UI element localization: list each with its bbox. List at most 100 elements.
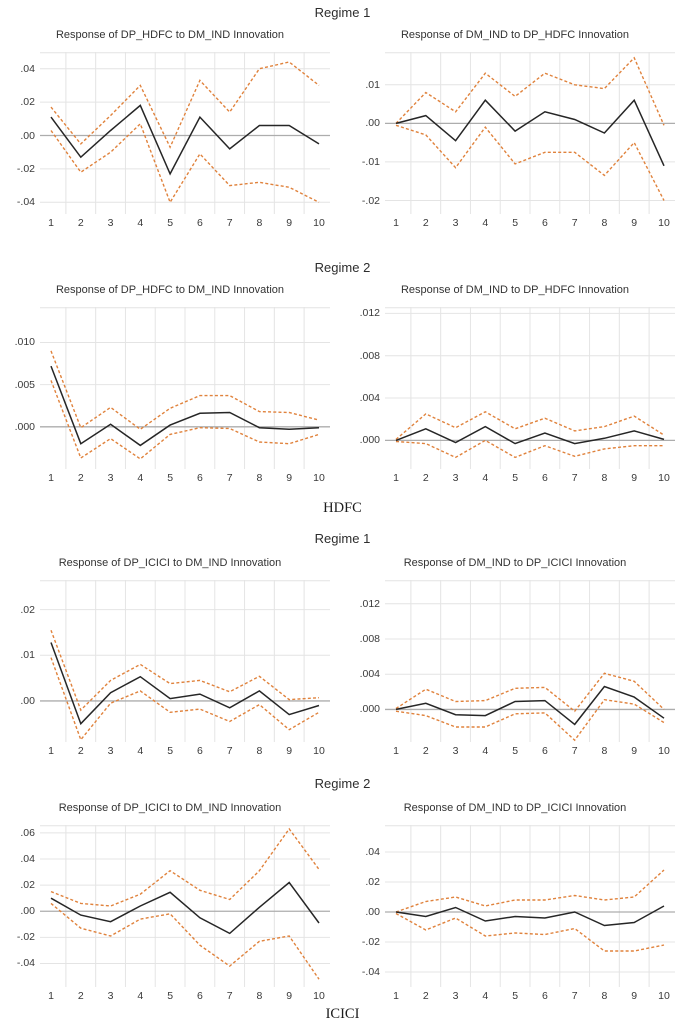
upper_band-line — [50, 350, 320, 431]
x-tick-label: 6 — [541, 472, 548, 484]
chart-title: Response of DM_IND to DP_ICICI Innovatio… — [403, 557, 627, 569]
bank-label-icici: ICICI — [325, 1006, 360, 1022]
y-axis-tick-labels: .04 .02 .00 -.02 -.04 — [10, 52, 40, 214]
x-tick-label: 3 — [452, 472, 459, 484]
y-tick-label: -.02 — [16, 931, 35, 944]
plot-area — [385, 580, 675, 742]
section-title-regime-1-hdfc: Regime 1 — [314, 5, 371, 20]
y-tick-label: -.01 — [361, 155, 380, 168]
x-tick-label: 8 — [601, 472, 608, 484]
plot-area — [40, 580, 330, 742]
x-tick-label: 10 — [658, 745, 670, 757]
x-tick-label: 1 — [393, 990, 399, 1002]
y-tick-label: .000 — [359, 434, 380, 447]
x-tick-label: 10 — [658, 217, 670, 229]
x-tick-label: 2 — [422, 745, 429, 757]
lower_band-line — [395, 439, 664, 459]
x-tick-label: 9 — [286, 990, 293, 1002]
chart-title: Response of DP_HDFC to DM_IND Innovation — [55, 29, 285, 41]
y-axis-tick-labels: .010 .005 .000 — [10, 307, 40, 469]
y-tick-label: .010 — [14, 336, 35, 349]
plot-area — [40, 307, 330, 469]
x-tick-label: 6 — [196, 217, 203, 229]
upper_band-line — [395, 869, 665, 913]
x-tick-label: 6 — [196, 990, 203, 1002]
x-tick-label: 8 — [601, 745, 608, 757]
y-tick-label: -.02 — [16, 162, 35, 175]
y-tick-label: .06 — [20, 826, 35, 839]
y-tick-label: .00 — [20, 694, 35, 707]
y-tick-label: .008 — [359, 349, 380, 362]
y-tick-label: .005 — [14, 378, 35, 391]
x-tick-label: 3 — [452, 217, 459, 229]
section-title-regime-2-hdfc: Regime 2 — [314, 260, 371, 275]
x-tick-label: 2 — [77, 990, 84, 1002]
plot-row: .06 .04 .02 .00 -.02 -.04 — [10, 825, 330, 987]
x-tick-label: 7 — [571, 217, 578, 229]
chart-row-icici-regime1: Response of DP_ICICI to DM_IND Innovatio… — [10, 556, 675, 759]
x-tick-label: 7 — [226, 472, 233, 484]
y-tick-label: -.04 — [16, 196, 35, 209]
plot-row: .04 .02 .00 -.02 -.04 — [355, 825, 675, 987]
x-tick-label: 9 — [631, 472, 638, 484]
y-axis-tick-labels: .012 .008 .004 .000 — [355, 580, 385, 742]
y-tick-label: .01 — [20, 649, 35, 662]
x-tick-label: 3 — [452, 745, 459, 757]
response-line — [50, 104, 320, 176]
x-tick-label: 1 — [48, 217, 54, 229]
x-axis-tick-labels: 1 2 3 4 5 6 7 8 9 10 — [385, 990, 675, 1004]
x-tick-label: 5 — [512, 990, 519, 1002]
x-tick-label: 4 — [137, 745, 144, 757]
chart-title: Response of DP_ICICI to DM_IND Innovatio… — [58, 802, 282, 814]
response-line — [50, 365, 320, 447]
x-tick-label: 2 — [77, 217, 84, 229]
x-tick-label: 4 — [137, 217, 144, 229]
x-tick-label: 8 — [256, 472, 263, 484]
y-tick-label: .04 — [365, 846, 380, 858]
x-tick-label: 8 — [256, 217, 263, 229]
x-axis-tick-labels: 1 2 3 4 5 6 7 8 9 10 — [385, 217, 675, 231]
y-tick-label: .00 — [365, 117, 380, 130]
x-tick-label: 5 — [512, 472, 519, 484]
x-tick-label: 1 — [393, 217, 399, 229]
y-axis-tick-labels: .012 .008 .004 .000 — [355, 307, 385, 469]
x-tick-label: 4 — [137, 472, 144, 484]
plot-area — [40, 52, 330, 214]
lower_band-line — [50, 657, 320, 742]
lower_band-line — [50, 122, 320, 204]
x-tick-label: 10 — [658, 990, 670, 1002]
y-tick-label: .02 — [20, 603, 35, 616]
x-tick-label: 10 — [313, 990, 325, 1002]
x-axis-tick-labels: 1 2 3 4 5 6 7 8 9 10 — [385, 745, 675, 759]
chart-title: Response of DM_IND to DP_HDFC Innovation — [400, 29, 630, 41]
chart-row-hdfc-regime1: Response of DP_HDFC to DM_IND Innovation… — [10, 28, 675, 231]
chart-row-hdfc-regime2: Response of DP_HDFC to DM_IND Innovation… — [10, 283, 675, 486]
y-tick-label: -.02 — [361, 194, 380, 207]
y-tick-label: .004 — [359, 392, 380, 405]
x-tick-label: 1 — [393, 472, 399, 484]
x-tick-label: 2 — [422, 990, 429, 1002]
x-axis-tick-labels: 1 2 3 4 5 6 7 8 9 10 — [40, 217, 330, 231]
x-tick-label: 6 — [541, 217, 548, 229]
irf-chart-dp-hdfc-to-dm-ind-regime1: Response of DP_HDFC to DM_IND Innovation… — [10, 28, 330, 231]
x-axis-tick-labels: 1 2 3 4 5 6 7 8 9 10 — [385, 472, 675, 486]
x-tick-label: 10 — [313, 472, 325, 484]
x-tick-label: 8 — [601, 217, 608, 229]
irf-chart-dm-ind-to-dp-hdfc-regime2: Response of DM_IND to DP_HDFC Innovation… — [355, 283, 675, 486]
y-tick-label: .00 — [20, 129, 35, 142]
x-tick-label: 8 — [256, 990, 263, 1002]
x-tick-label: 6 — [196, 472, 203, 484]
x-tick-label: 6 — [196, 745, 203, 757]
x-tick-label: 2 — [422, 472, 429, 484]
x-tick-label: 5 — [167, 217, 174, 229]
x-tick-label: 2 — [77, 472, 84, 484]
x-tick-label: 4 — [137, 990, 144, 1002]
plot-row: .012 .008 .004 .000 — [355, 307, 675, 469]
plot-area — [385, 825, 675, 987]
x-tick-label: 3 — [107, 745, 114, 757]
x-tick-label: 9 — [631, 745, 638, 757]
irf-chart-dp-icici-to-dm-ind-regime1: Response of DP_ICICI to DM_IND Innovatio… — [10, 556, 330, 759]
upper_band-line — [50, 61, 320, 149]
y-tick-label: .012 — [359, 307, 380, 320]
plot-area — [385, 307, 675, 469]
